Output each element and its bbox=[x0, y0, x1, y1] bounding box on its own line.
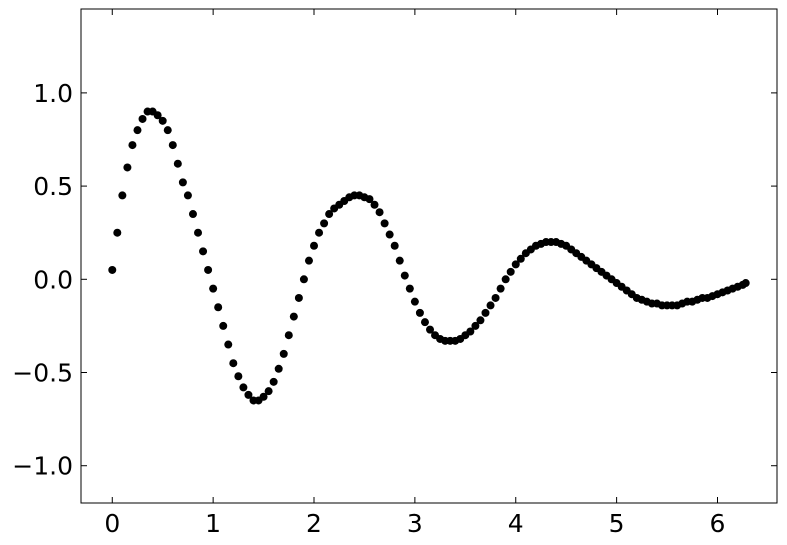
scatter-point bbox=[491, 293, 500, 302]
scatter-point bbox=[244, 390, 253, 399]
scatter-point bbox=[466, 327, 475, 336]
scatter-point bbox=[284, 331, 293, 340]
scatter-point bbox=[481, 308, 490, 317]
scatter-point bbox=[199, 247, 208, 256]
scatter-point bbox=[420, 318, 429, 327]
scatter-point bbox=[365, 195, 374, 204]
scatter-point bbox=[289, 312, 298, 321]
scatter-point bbox=[400, 271, 409, 280]
scatter-point bbox=[239, 383, 248, 392]
scatter-point bbox=[269, 377, 278, 386]
scatter-point bbox=[410, 297, 419, 306]
x-tick-label: 3 bbox=[407, 509, 423, 538]
scatter-point bbox=[163, 126, 172, 135]
scatter-point bbox=[204, 265, 213, 274]
scatter-point bbox=[415, 308, 424, 317]
scatter-point bbox=[274, 364, 283, 373]
scatter-point bbox=[320, 219, 329, 228]
scatter-point bbox=[108, 265, 117, 274]
scatter-point bbox=[299, 275, 308, 284]
scatter-point bbox=[264, 387, 273, 396]
plot-frame bbox=[80, 8, 778, 504]
scatter-point bbox=[183, 191, 192, 200]
scatter-point bbox=[511, 260, 520, 269]
scatter-point bbox=[118, 191, 127, 200]
scatter-point bbox=[375, 208, 384, 217]
x-axis: 0 1 2 3 4 5 6 bbox=[104, 9, 725, 538]
scatter-point bbox=[476, 316, 485, 325]
scatter-point bbox=[113, 228, 122, 237]
scatter-point bbox=[741, 279, 750, 288]
x-tick-label: 4 bbox=[508, 509, 524, 538]
x-tick-label: 0 bbox=[104, 509, 120, 538]
y-tick-label: −0.5 bbox=[12, 359, 73, 388]
x-tick-label: 6 bbox=[710, 509, 726, 538]
scatter-point bbox=[209, 284, 218, 293]
scatter-point bbox=[133, 126, 142, 135]
scatter-point bbox=[224, 340, 233, 349]
scatter-point bbox=[259, 392, 268, 401]
y-tick-label: 0.0 bbox=[33, 265, 73, 294]
y-tick-label: 0.5 bbox=[33, 172, 73, 201]
scatter-point bbox=[380, 219, 389, 228]
scatter-point bbox=[194, 228, 203, 237]
scatter-point bbox=[219, 321, 228, 330]
scatter-point bbox=[294, 293, 303, 302]
scatter-point bbox=[279, 349, 288, 358]
scatter-point bbox=[506, 267, 515, 276]
scatter-point bbox=[315, 228, 324, 237]
scatter-point bbox=[501, 275, 510, 284]
scatter-point bbox=[405, 284, 414, 293]
scatter-point bbox=[516, 254, 525, 263]
scatter-point bbox=[310, 241, 319, 250]
scatter-point bbox=[123, 163, 132, 172]
scatter-point bbox=[188, 210, 197, 219]
x-tick-label: 2 bbox=[306, 509, 322, 538]
y-tick-label: 1.0 bbox=[33, 79, 73, 108]
scatter-point bbox=[426, 325, 435, 334]
x-tick-label: 5 bbox=[609, 509, 625, 538]
scatter-point bbox=[178, 178, 187, 187]
scatter-point bbox=[168, 141, 177, 150]
scatter-points bbox=[108, 107, 750, 405]
scatter-point bbox=[395, 256, 404, 265]
scatter-point bbox=[304, 256, 313, 265]
y-axis: −1.0 −0.5 0.0 0.5 1.0 bbox=[12, 79, 777, 481]
scatter-point bbox=[229, 359, 238, 368]
scatter-point bbox=[486, 301, 495, 310]
x-tick-label: 1 bbox=[205, 509, 221, 538]
scatter-point bbox=[325, 210, 334, 219]
scatter-point bbox=[390, 241, 399, 250]
scatter-point bbox=[128, 141, 137, 150]
scatter-point bbox=[234, 372, 243, 381]
scatter-point bbox=[471, 321, 480, 330]
scatter-point bbox=[370, 200, 379, 209]
scatter-point bbox=[173, 159, 182, 168]
scatter-point bbox=[385, 230, 394, 239]
scatter-point bbox=[153, 111, 162, 120]
y-tick-label: −1.0 bbox=[12, 452, 73, 481]
scatter-point bbox=[138, 114, 147, 123]
scatter-point bbox=[158, 116, 167, 125]
scatter-point bbox=[496, 284, 505, 293]
scatter-point bbox=[214, 303, 223, 312]
